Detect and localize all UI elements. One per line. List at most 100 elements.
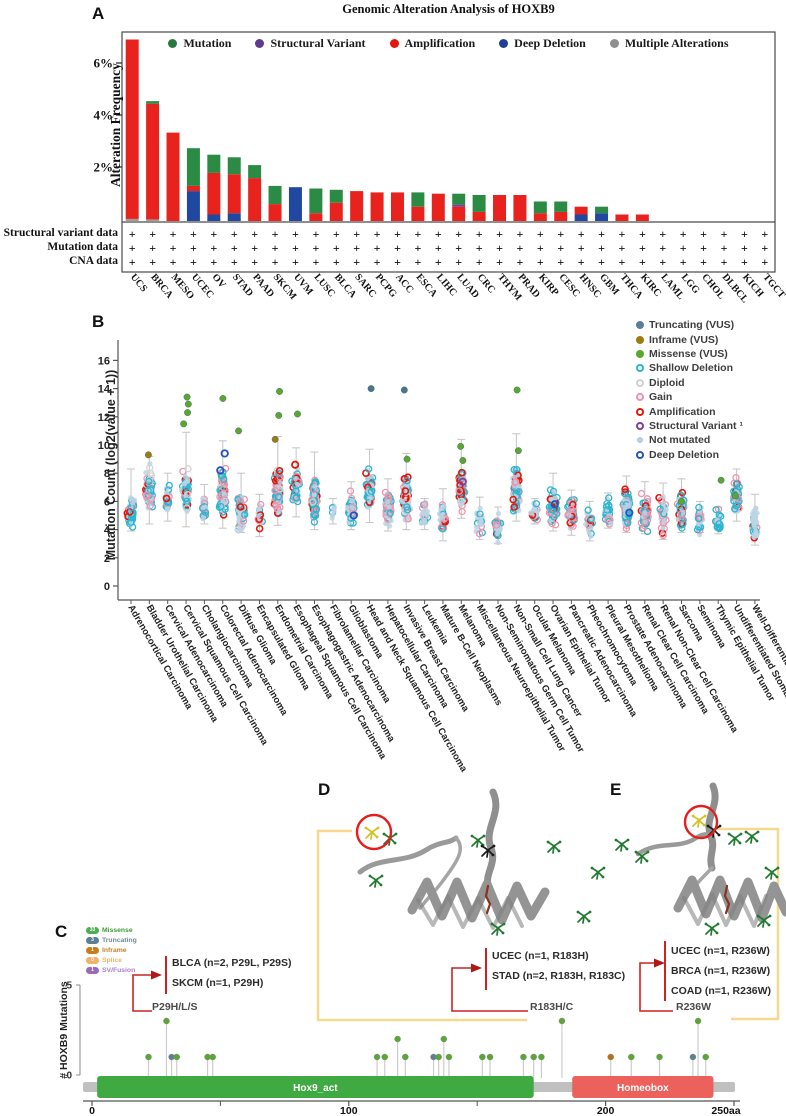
scatter-point-sh bbox=[715, 524, 723, 533]
bar-segment-amplification bbox=[309, 213, 323, 221]
y-tick-label: 14 bbox=[98, 384, 111, 396]
scatter-point-not-mutated bbox=[695, 521, 702, 527]
residue-atom bbox=[744, 830, 748, 834]
legend-item: Amplification bbox=[389, 36, 476, 51]
panel-a-chart: 2%4%6%+++UCS+++BRCA+++MESO+++UCEC+++OV++… bbox=[94, 31, 786, 306]
residue-atom bbox=[727, 832, 731, 836]
scatter-point-ga bbox=[382, 508, 390, 516]
data-availability-mark: + bbox=[741, 255, 748, 269]
residue-atom bbox=[379, 883, 383, 887]
residue-atom bbox=[768, 914, 772, 918]
lollipop-head-if bbox=[607, 1053, 614, 1061]
panel-a-x-label: ESCA bbox=[414, 272, 440, 300]
legend-item: Structural Variant bbox=[255, 36, 366, 51]
legend-label: Missense bbox=[102, 927, 133, 935]
data-availability-mark: + bbox=[292, 227, 299, 241]
legend-label: Amplification bbox=[404, 36, 476, 50]
ribbon-helix-shade bbox=[416, 894, 524, 930]
domain-label: Hox9_act bbox=[293, 1083, 338, 1094]
panel-a-x-label: TGCT bbox=[760, 272, 786, 301]
data-availability-mark: + bbox=[578, 241, 585, 255]
panel-a-x-label: CESC bbox=[556, 272, 582, 300]
legend-item: 1 Inframe bbox=[86, 946, 137, 956]
data-availability-mark: + bbox=[272, 241, 279, 255]
scatter-point-not-mutated bbox=[608, 520, 614, 526]
bar-segment-amplification bbox=[452, 206, 466, 221]
panel-a-x-label: LIHC bbox=[434, 272, 459, 299]
scatter-point-mi bbox=[731, 492, 739, 500]
scatter-point-am bbox=[569, 500, 577, 509]
scatter-point-am bbox=[126, 508, 134, 516]
scatter-point-not-mutated bbox=[386, 523, 393, 529]
scatter-point-mi bbox=[514, 447, 522, 455]
scatter-point-ga bbox=[551, 521, 560, 529]
data-availability-mark: + bbox=[557, 227, 564, 241]
scatter-point-not-mutated bbox=[331, 508, 337, 514]
scatter-point-sh bbox=[643, 527, 652, 536]
data-availability-mark: + bbox=[639, 227, 646, 241]
data-availability-mark: + bbox=[190, 241, 197, 255]
scatter-point-not-mutated bbox=[349, 504, 355, 511]
scatter-point-sh bbox=[532, 500, 541, 508]
residue-stick-cluster bbox=[369, 875, 383, 888]
residue-atom bbox=[614, 838, 618, 842]
scatter-point-ga bbox=[637, 489, 646, 498]
scatter-point-tr bbox=[367, 385, 375, 392]
data-availability-mark: + bbox=[414, 227, 421, 241]
residue-atom bbox=[588, 910, 592, 914]
legend-count-badge: 1 bbox=[86, 966, 99, 974]
scatter-point-not-mutated bbox=[680, 509, 686, 515]
scatter-point-not-mutated bbox=[660, 494, 666, 500]
scatter-point-mi bbox=[180, 420, 188, 428]
scatter-point-not-mutated bbox=[753, 531, 759, 537]
bar-segment-amplification bbox=[513, 195, 527, 221]
scatter-point-mi bbox=[183, 393, 191, 401]
data-availability-mark: + bbox=[659, 227, 666, 241]
data-availability-mark: + bbox=[353, 255, 360, 269]
legend-item: Mutation bbox=[168, 36, 231, 51]
scatter-point-not-mutated bbox=[495, 539, 501, 546]
scatter-point-sh bbox=[695, 503, 703, 512]
row-label-mutation-data: Mutation data bbox=[47, 241, 118, 253]
y-tick-label: 2% bbox=[94, 160, 114, 175]
x-tick-label: 200 bbox=[597, 1105, 615, 1116]
bar-segment-mutation bbox=[533, 201, 547, 214]
data-availability-mark: + bbox=[659, 241, 666, 255]
bar-segment-amplification bbox=[431, 193, 445, 221]
legend-swatch bbox=[636, 335, 644, 344]
panel-label-e: E bbox=[610, 780, 622, 799]
scatter-point-mi bbox=[717, 476, 725, 484]
scatter-point-sh bbox=[716, 512, 725, 520]
data-availability-mark: + bbox=[761, 227, 768, 241]
panel-b-legend: Truncating (VUS) Inframe (VUS) Missense (V… bbox=[636, 318, 743, 462]
bar-segment-mutation bbox=[146, 101, 160, 104]
scatter-point-sh bbox=[715, 511, 723, 519]
panel-label-c: C bbox=[55, 922, 68, 941]
legend-item: Deep Deletion bbox=[636, 448, 743, 462]
lollipop-head-mi bbox=[163, 1017, 170, 1025]
scatter-point-not-mutated bbox=[477, 505, 483, 511]
scatter-point-not-mutated bbox=[566, 512, 572, 518]
scatter-point-not-mutated bbox=[256, 506, 262, 512]
scatter-point-mi bbox=[184, 400, 192, 408]
data-availability-mark: + bbox=[455, 255, 462, 269]
residue-stick-cluster bbox=[635, 851, 649, 864]
scatter-point-de bbox=[216, 466, 225, 475]
scatter-point-sh bbox=[145, 477, 153, 486]
data-availability-mark: + bbox=[537, 241, 544, 255]
scatter-point-not-mutated bbox=[235, 507, 242, 513]
legend-count-badge: 3 bbox=[86, 937, 99, 945]
scatter-point-not-mutated bbox=[420, 509, 426, 515]
data-availability-mark: + bbox=[700, 241, 707, 255]
scatter-point-mi bbox=[275, 411, 283, 419]
residue-stick-cluster bbox=[692, 815, 706, 828]
legend-item: 3 Truncating bbox=[86, 936, 137, 946]
row-label-structural-variant-data: Structural variant data bbox=[3, 227, 118, 239]
scatter-point-ga bbox=[644, 513, 652, 521]
annotation-bar-r236 bbox=[664, 941, 666, 1001]
scatter-point-sh bbox=[275, 470, 283, 478]
residue-atom bbox=[738, 841, 742, 845]
data-availability-mark: + bbox=[557, 241, 564, 255]
residue-atom bbox=[626, 838, 630, 842]
bar-segment-amplification bbox=[166, 132, 180, 221]
